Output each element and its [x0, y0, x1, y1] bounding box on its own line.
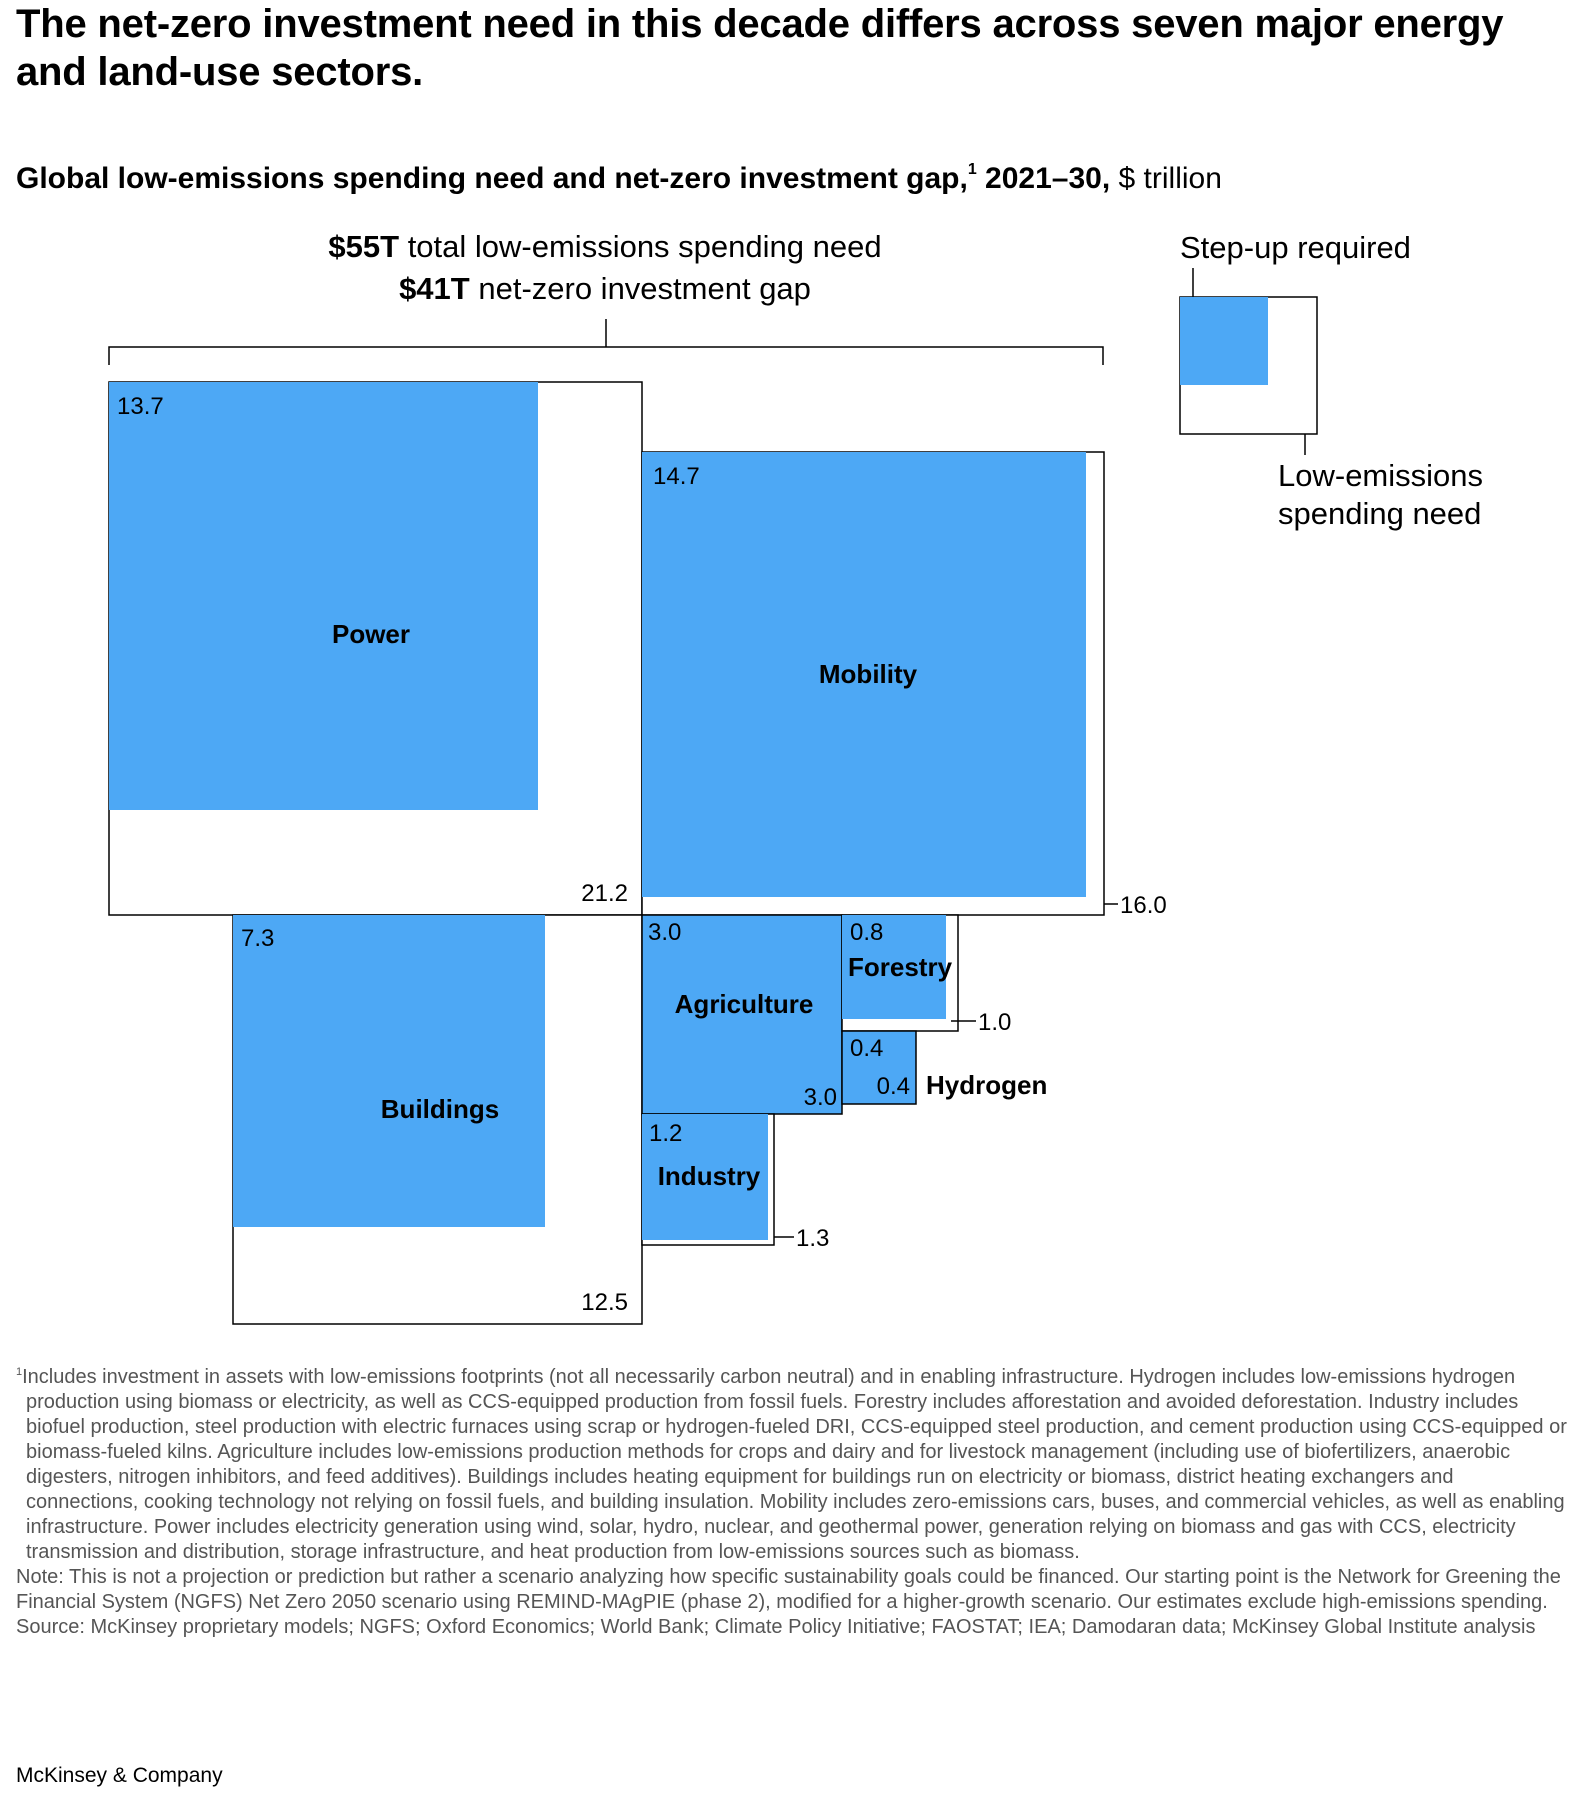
footnote-1-marker: 1 [16, 1366, 23, 1378]
forestry-need-value: 1.0 [978, 1009, 1011, 1036]
investment-gap-label: net-zero investment gap [470, 271, 811, 306]
mobility-label: Mobility [819, 659, 918, 689]
forestry-stepup-square [842, 915, 946, 1019]
forestry-stepup-value: 0.8 [850, 919, 883, 946]
industry-stepup-square [642, 1114, 768, 1240]
agriculture-stepup-square [642, 915, 842, 1114]
mobility-stepup-square [642, 452, 1086, 897]
subtitle-years: 2021–30, [976, 162, 1111, 195]
note-text: Note: This is not a projection or predic… [16, 1566, 1561, 1613]
forestry-label: Forestry [848, 952, 953, 982]
power-stepup-square [109, 382, 538, 810]
agriculture-stepup-value: 3.0 [648, 919, 681, 946]
mobility-need-value: 16.0 [1120, 892, 1167, 919]
legend-stepup-label: Step-up required [1180, 230, 1411, 265]
source-text: Source: McKinsey proprietary models; NGF… [16, 1616, 1536, 1638]
footnote-1: 1Includes investment in assets with low-… [16, 1360, 1571, 1565]
legend-need-label-line2: spending need [1278, 496, 1481, 531]
chart-subtitle: Global low-emissions spending need and n… [16, 150, 1222, 199]
hydrogen-need-value: 0.4 [877, 1073, 910, 1100]
chart-title: The net-zero investment need in this dec… [16, 2, 1504, 94]
footnote-1-text: Includes investment in assets with low-e… [22, 1366, 1567, 1563]
power-need-value: 21.2 [581, 880, 628, 907]
total-spending-label: total low-emissions spending need [399, 229, 882, 264]
hydrogen-stepup-square [842, 1031, 916, 1104]
buildings-label: Buildings [381, 1094, 499, 1124]
mobility-stepup-value: 14.7 [653, 463, 700, 490]
subtitle-units: $ trillion [1110, 162, 1222, 195]
subtitle-main: Global low-emissions spending need and n… [16, 162, 968, 195]
buildings-need-value: 12.5 [581, 1289, 628, 1316]
buildings-stepup-value: 7.3 [241, 925, 274, 952]
footnotes: 1Includes investment in assets with low-… [16, 1360, 1571, 1640]
hydrogen-label: Hydrogen [926, 1070, 1047, 1100]
legend-need-label-line1: Low-emissions [1278, 458, 1483, 493]
industry-stepup-value: 1.2 [649, 1120, 682, 1147]
total-spending-value: $55T [328, 229, 399, 264]
hydrogen-need-square [841, 1030, 917, 1105]
investment-gap-value: $41T [399, 271, 470, 306]
agriculture-need-value: 3.0 [804, 1084, 837, 1111]
power-label: Power [332, 619, 410, 649]
buildings-stepup-square [233, 915, 545, 1227]
investment-gap-text: $41T net-zero investment gap [399, 271, 811, 306]
hydrogen-stepup-value: 0.4 [850, 1035, 883, 1062]
total-bracket [108, 319, 1104, 365]
industry-need-value: 1.3 [796, 1225, 829, 1252]
legend-stepup-square [1180, 297, 1268, 385]
mckinsey-logo-text: McKinsey & Company [16, 1764, 223, 1787]
industry-label: Industry [658, 1161, 761, 1191]
agriculture-label: Agriculture [675, 989, 814, 1019]
footnote-marker: 1 [967, 161, 977, 178]
total-spending-text: $55T total low-emissions spending need [328, 229, 881, 264]
nested-square-chart: $55T total low-emissions spending need $… [108, 229, 1483, 1325]
power-stepup-value: 13.7 [117, 393, 164, 420]
